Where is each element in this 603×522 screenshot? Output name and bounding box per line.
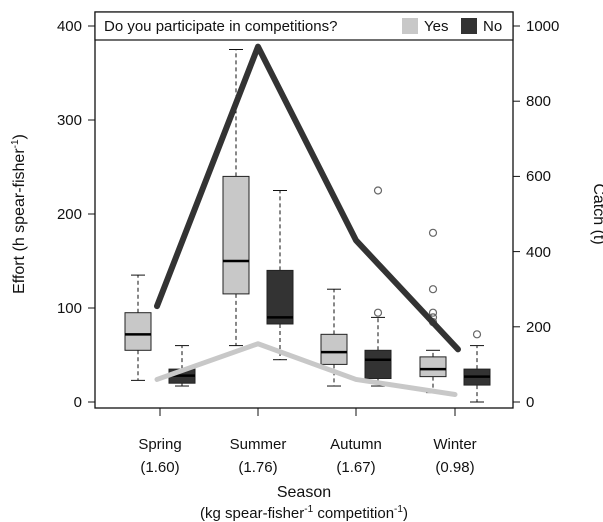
catch-lines-layer: [154, 43, 461, 397]
box-iqr: [419, 356, 447, 378]
boxes-layer: [124, 49, 491, 403]
x-axis-title: Season: [277, 484, 331, 501]
box-summer-yes: [222, 49, 250, 347]
box-iqr: [364, 349, 392, 379]
x-axis-subtitle: (kg spear-fisher-1 competition-1): [200, 504, 408, 522]
y-left-tick-label: 400: [57, 18, 82, 35]
box-iqr: [222, 175, 250, 295]
y-left-tick-label: 100: [57, 300, 82, 317]
y-left-tick-label: 0: [74, 394, 82, 411]
legend-title: Do you participate in competitions?: [104, 18, 337, 35]
legend-label-no: No: [483, 18, 502, 35]
y-left-tick-label: 200: [57, 206, 82, 223]
y-left-tick-label: 300: [57, 112, 82, 129]
box-summer-no: [266, 190, 294, 361]
catch-line-yes: [154, 341, 458, 397]
legend-label-yes: Yes: [424, 18, 448, 35]
x-tick-note: (0.98): [435, 459, 474, 476]
x-tick-note: (1.67): [336, 459, 375, 476]
box-outlier: [373, 308, 383, 317]
x-tick-label: Summer: [230, 436, 287, 453]
box-outlier: [428, 285, 438, 294]
box-spring-yes: [124, 274, 152, 381]
y-right-axis-title: Catch (t): [590, 183, 603, 244]
catch-line-no: [154, 43, 461, 353]
x-tick-label: Spring: [138, 436, 181, 453]
box-outlier: [428, 308, 438, 317]
box-iqr: [124, 312, 152, 351]
plot-frame: [94, 11, 514, 409]
x-axis-subtitle-part: (kg spear-fisher: [200, 505, 304, 522]
x-tick-note: (1.60): [140, 459, 179, 476]
y-left-axis-title-sup: -1: [10, 139, 21, 148]
legend-swatch-yes: [402, 18, 418, 34]
legend-frame: [94, 11, 514, 41]
x-axis-subtitle-part: ): [403, 505, 408, 522]
y-left-axis-title-part: ): [11, 134, 28, 139]
box-autumn-yes: [320, 288, 348, 387]
x-axis-subtitle-part: competition: [313, 505, 394, 522]
y-right-tick-label: 0: [526, 394, 534, 411]
y-right-tick-label: 1000: [526, 18, 559, 35]
legend-swatch-no: [461, 18, 477, 34]
y-left-axis-title-part: Effort (h spear-fisher: [11, 148, 28, 294]
box-autumn-no: [364, 186, 392, 387]
x-axis-subtitle-sup: -1: [394, 504, 403, 515]
legend: Do you participate in competitions? Yes …: [94, 11, 514, 41]
x-axis: Spring Summer Autumn Winter (1.60) (1.76…: [138, 407, 477, 476]
box-iqr: [266, 269, 294, 325]
box-outlier: [472, 330, 482, 339]
x-axis-subtitle-sup: -1: [304, 504, 313, 515]
y-right-tick-label: 400: [526, 244, 551, 261]
y-right-tick-label: 200: [526, 319, 551, 336]
y-right-tick-label: 800: [526, 93, 551, 110]
y-right-tick-label: 600: [526, 168, 551, 185]
box-outlier: [373, 186, 383, 195]
x-tick-label: Winter: [433, 436, 476, 453]
y-right-axis: 0 200 400 600 800 1000: [513, 18, 559, 411]
box-iqr: [320, 333, 348, 365]
y-left-axis-title: Effort (h spear-fisher-1): [10, 134, 28, 294]
box-winter-yes: [419, 228, 447, 394]
x-tick-label: Autumn: [330, 436, 382, 453]
x-tick-note: (1.76): [238, 459, 277, 476]
box-winter-no: [463, 330, 491, 403]
box-outlier: [428, 228, 438, 237]
y-left-axis: 0 100 200 300 400: [57, 18, 95, 411]
